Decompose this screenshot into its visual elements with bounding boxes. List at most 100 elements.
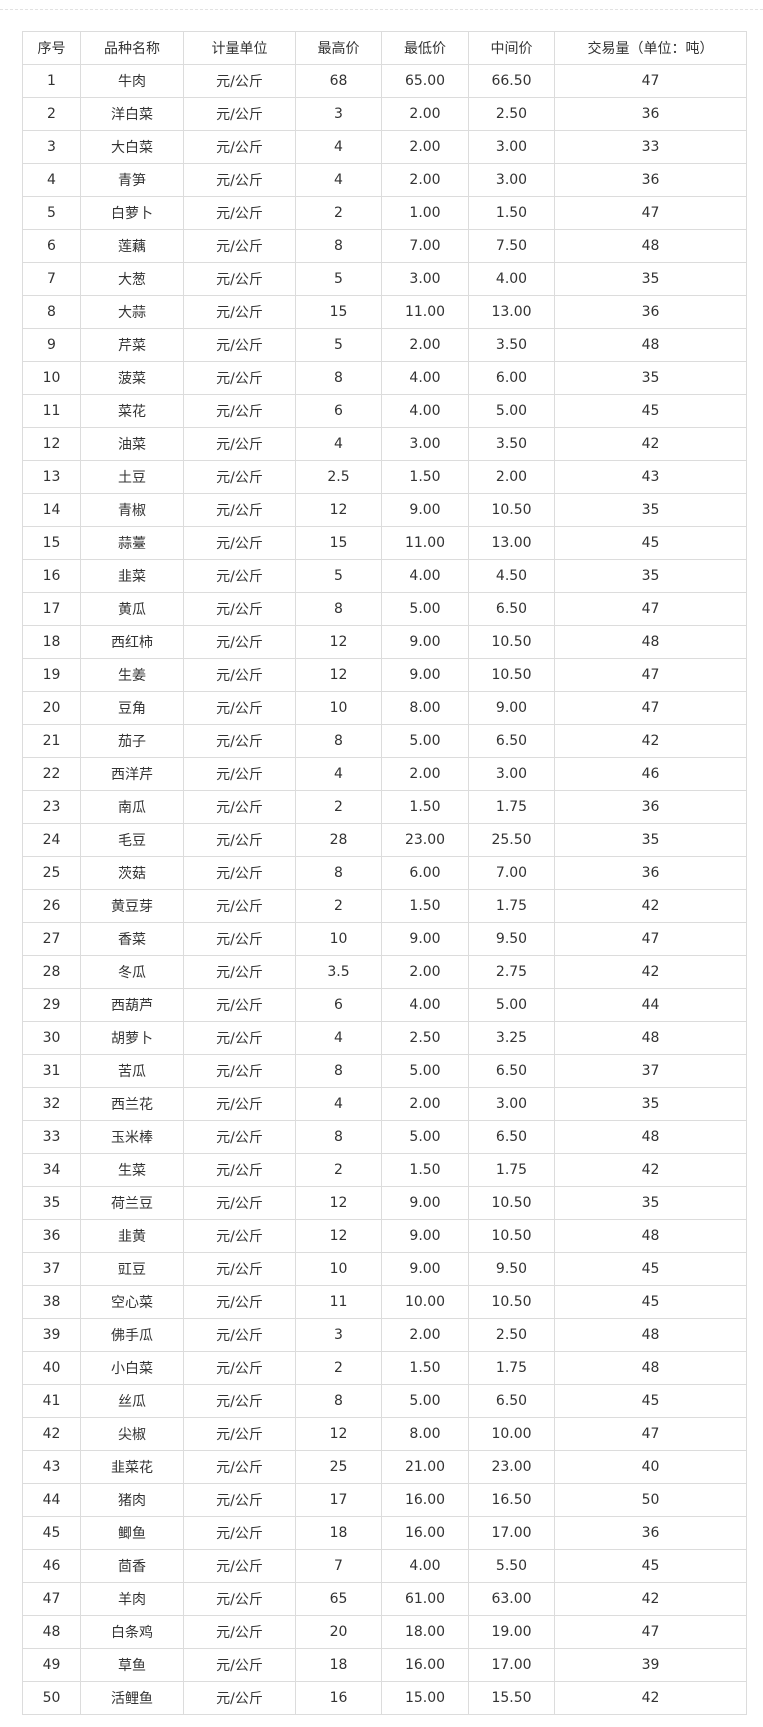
cell-volume: 45 — [554, 1384, 747, 1418]
cell-volume: 48 — [554, 1219, 747, 1253]
table-row: 3 大白菜 元/公斤 4 2.00 3.00 33 — [22, 130, 747, 164]
cell-mid-price: 9.50 — [468, 922, 555, 956]
cell-min-price: 9.00 — [381, 1252, 469, 1286]
cell-max-price: 8 — [295, 592, 382, 626]
table-row: 32 西兰花 元/公斤 4 2.00 3.00 35 — [22, 1087, 747, 1121]
cell-min-price: 2.00 — [381, 163, 469, 197]
cell-index: 46 — [22, 1549, 81, 1583]
cell-max-price: 3 — [295, 1318, 382, 1352]
cell-variety-name: 韭黄 — [80, 1219, 184, 1253]
cell-unit: 元/公斤 — [183, 592, 296, 626]
table-row: 50 活鲤鱼 元/公斤 16 15.00 15.50 42 — [22, 1681, 747, 1715]
cell-volume: 36 — [554, 790, 747, 824]
cell-min-price: 23.00 — [381, 823, 469, 857]
cell-min-price: 4.00 — [381, 559, 469, 593]
cell-volume: 42 — [554, 724, 747, 758]
cell-min-price: 1.50 — [381, 460, 469, 494]
cell-variety-name: 西兰花 — [80, 1087, 184, 1121]
cell-volume: 45 — [554, 1549, 747, 1583]
table-row: 22 西洋芹 元/公斤 4 2.00 3.00 46 — [22, 757, 747, 791]
cell-unit: 元/公斤 — [183, 130, 296, 164]
cell-index: 23 — [22, 790, 81, 824]
cell-volume: 35 — [554, 493, 747, 527]
cell-max-price: 15 — [295, 295, 382, 329]
cell-max-price: 2 — [295, 790, 382, 824]
cell-unit: 元/公斤 — [183, 493, 296, 527]
cell-volume: 47 — [554, 592, 747, 626]
cell-max-price: 2 — [295, 196, 382, 230]
cell-variety-name: 西洋芹 — [80, 757, 184, 791]
table-row: 46 茴香 元/公斤 7 4.00 5.50 45 — [22, 1549, 747, 1583]
cell-variety-name: 洋白菜 — [80, 97, 184, 131]
cell-index: 21 — [22, 724, 81, 758]
cell-max-price: 5 — [295, 559, 382, 593]
table-row: 39 佛手瓜 元/公斤 3 2.00 2.50 48 — [22, 1318, 747, 1352]
table-header-row: 序号 品种名称 计量单位 最高价 最低价 中间价 交易量（单位：吨） — [22, 31, 747, 65]
cell-min-price: 4.00 — [381, 394, 469, 428]
cell-max-price: 4 — [295, 130, 382, 164]
table-row: 11 菜花 元/公斤 6 4.00 5.00 45 — [22, 394, 747, 428]
cell-min-price: 8.00 — [381, 1417, 469, 1451]
cell-unit: 元/公斤 — [183, 1021, 296, 1055]
cell-max-price: 5 — [295, 328, 382, 362]
cell-mid-price: 13.00 — [468, 526, 555, 560]
cell-index: 45 — [22, 1516, 81, 1550]
cell-min-price: 9.00 — [381, 922, 469, 956]
cell-volume: 47 — [554, 691, 747, 725]
cell-min-price: 8.00 — [381, 691, 469, 725]
cell-index: 36 — [22, 1219, 81, 1253]
cell-max-price: 2.5 — [295, 460, 382, 494]
cell-index: 5 — [22, 196, 81, 230]
cell-min-price: 5.00 — [381, 1054, 469, 1088]
cell-index: 43 — [22, 1450, 81, 1484]
cell-min-price: 16.00 — [381, 1648, 469, 1682]
cell-unit: 元/公斤 — [183, 229, 296, 263]
cell-index: 39 — [22, 1318, 81, 1352]
cell-mid-price: 1.75 — [468, 1153, 555, 1187]
cell-mid-price: 3.00 — [468, 1087, 555, 1121]
table-row: 28 冬瓜 元/公斤 3.5 2.00 2.75 42 — [22, 955, 747, 989]
cell-mid-price: 3.50 — [468, 328, 555, 362]
table-row: 15 蒜薹 元/公斤 15 11.00 13.00 45 — [22, 526, 747, 560]
cell-variety-name: 青笋 — [80, 163, 184, 197]
cell-volume: 48 — [554, 1318, 747, 1352]
cell-index: 41 — [22, 1384, 81, 1418]
cell-index: 8 — [22, 295, 81, 329]
cell-min-price: 1.50 — [381, 889, 469, 923]
cell-variety-name: 菠菜 — [80, 361, 184, 395]
cell-index: 34 — [22, 1153, 81, 1187]
cell-max-price: 20 — [295, 1615, 382, 1649]
cell-unit: 元/公斤 — [183, 1615, 296, 1649]
table-row: 35 荷兰豆 元/公斤 12 9.00 10.50 35 — [22, 1186, 747, 1220]
cell-max-price: 28 — [295, 823, 382, 857]
cell-volume: 47 — [554, 1417, 747, 1451]
cell-variety-name: 生菜 — [80, 1153, 184, 1187]
cell-volume: 35 — [554, 361, 747, 395]
cell-unit: 元/公斤 — [183, 1219, 296, 1253]
table-row: 1 牛肉 元/公斤 68 65.00 66.50 47 — [22, 64, 747, 98]
cell-unit: 元/公斤 — [183, 64, 296, 98]
cell-mid-price: 10.50 — [468, 1219, 555, 1253]
cell-max-price: 12 — [295, 1186, 382, 1220]
cell-min-price: 5.00 — [381, 1120, 469, 1154]
cell-volume: 47 — [554, 658, 747, 692]
cell-volume: 47 — [554, 922, 747, 956]
cell-mid-price: 10.50 — [468, 658, 555, 692]
cell-min-price: 2.00 — [381, 1318, 469, 1352]
cell-min-price: 61.00 — [381, 1582, 469, 1616]
cell-max-price: 18 — [295, 1648, 382, 1682]
cell-max-price: 2 — [295, 1153, 382, 1187]
cell-max-price: 8 — [295, 229, 382, 263]
cell-unit: 元/公斤 — [183, 328, 296, 362]
cell-mid-price: 63.00 — [468, 1582, 555, 1616]
cell-min-price: 16.00 — [381, 1516, 469, 1550]
column-header-index: 序号 — [22, 31, 81, 65]
table-row: 8 大蒜 元/公斤 15 11.00 13.00 36 — [22, 295, 747, 329]
cell-index: 27 — [22, 922, 81, 956]
cell-variety-name: 莲藕 — [80, 229, 184, 263]
cell-volume: 47 — [554, 1615, 747, 1649]
cell-min-price: 2.00 — [381, 328, 469, 362]
cell-variety-name: 白萝卜 — [80, 196, 184, 230]
cell-index: 26 — [22, 889, 81, 923]
cell-index: 31 — [22, 1054, 81, 1088]
